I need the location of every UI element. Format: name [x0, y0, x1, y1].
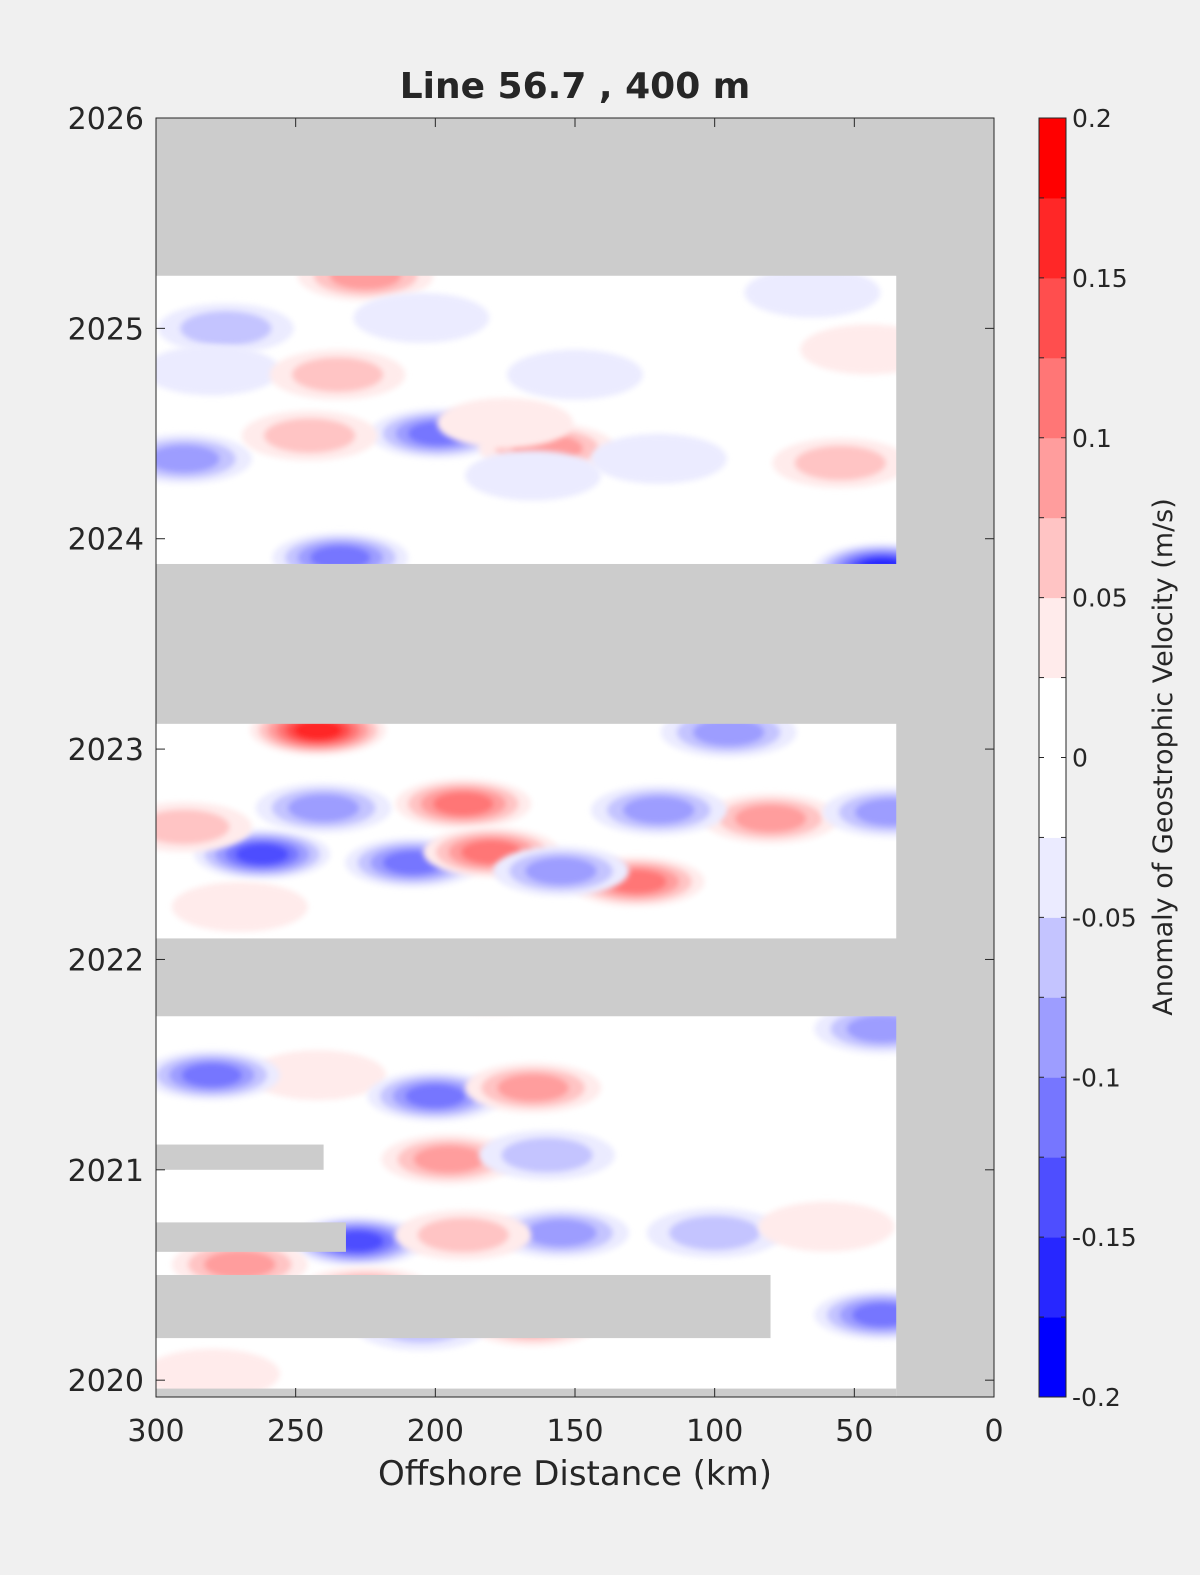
anomaly-blob [493, 1207, 630, 1258]
colorbar-segment [1039, 357, 1066, 439]
colorbar-segment [1039, 837, 1066, 918]
x-tick-label: 150 [546, 1414, 603, 1449]
colorbar-segment [1039, 997, 1066, 1078]
x-tick-label: 200 [407, 1414, 464, 1449]
colorbar-tick-label: -0.15 [1072, 1223, 1137, 1252]
missing-coastal-strip [896, 118, 994, 1397]
missing-band [156, 1274, 771, 1339]
colorbar-segment [1039, 757, 1066, 838]
colorbar-segment [1039, 1237, 1066, 1318]
anomaly-blob [156, 1348, 280, 1397]
x-tick-label: 100 [686, 1414, 743, 1449]
colorbar-segment [1039, 118, 1066, 199]
colorbar-segment [1039, 597, 1066, 679]
y-tick-label: 2023 [68, 733, 144, 768]
anomaly-blob [758, 1201, 895, 1252]
anomaly-blob [702, 793, 839, 844]
anomaly-blob [156, 345, 280, 396]
colorbar-segment [1039, 517, 1066, 599]
anomaly-blob [269, 349, 406, 400]
anomaly-blob [156, 1050, 280, 1101]
colorbar-tick-label: -0.1 [1072, 1063, 1121, 1092]
colorbar-segment [1039, 437, 1066, 519]
colorbar-tick-label: 0.05 [1072, 584, 1128, 613]
anomaly-blob [465, 450, 602, 501]
anomaly-blob [590, 433, 727, 484]
anomaly-blob [395, 1210, 532, 1261]
colorbar-segment [1039, 197, 1066, 279]
x-tick-label: 250 [267, 1414, 324, 1449]
missing-band [156, 118, 994, 276]
colorbar-segment [1039, 917, 1066, 998]
colorbar-segment [1039, 1157, 1066, 1238]
colorbar: 0.2 0.15 0.1 0.05 0 -0.05 -0.1 -0.15 -0.2 [1038, 104, 1137, 1412]
anomaly-blob [250, 1050, 387, 1101]
anomaly-blob [395, 778, 532, 829]
missing-data-mask [156, 118, 994, 1397]
colorbar-tick-label: 0.2 [1072, 104, 1112, 133]
anomaly-blob [156, 801, 252, 852]
anomaly-blob [507, 349, 643, 400]
colorbar-segment [1039, 1317, 1066, 1398]
anomaly-blob [646, 1207, 783, 1258]
missing-band [156, 938, 994, 1017]
anomaly-blob [367, 1071, 504, 1122]
anomaly-blob [590, 785, 727, 836]
y-tick-label: 2026 [68, 102, 144, 137]
missing-band [156, 1222, 346, 1252]
missing-band [156, 1388, 897, 1397]
anomaly-blob [353, 292, 490, 343]
x-tick-label: 50 [835, 1414, 873, 1449]
colorbar-tick-label: -0.05 [1072, 903, 1137, 932]
colorbar-tick-label: 0.15 [1072, 264, 1128, 293]
x-axis: 300 250 200 150 100 50 0 [127, 118, 1004, 1449]
anomaly-blob [465, 1062, 602, 1113]
x-axis-label: Offshore Distance (km) [378, 1454, 772, 1494]
chart-title: Line 56.7 , 400 m [400, 66, 751, 107]
anomaly-blob [744, 267, 881, 318]
anomaly-blob [241, 410, 378, 461]
colorbar-tick-label: 0.1 [1072, 424, 1112, 453]
y-tick-label: 2022 [68, 943, 144, 978]
colorbar-tick-label: 0 [1072, 744, 1088, 773]
anomaly-blob [479, 1130, 616, 1181]
y-axis: 2020 2021 2022 2023 2024 2025 2026 [68, 102, 994, 1399]
y-tick-label: 2021 [68, 1154, 144, 1189]
colorbar-label: Anomaly of Geostrophic Velocity (m/s) [1148, 498, 1179, 1016]
colorbar-tick-label: -0.2 [1072, 1383, 1121, 1412]
missing-band [156, 563, 994, 724]
anomaly-blob [437, 398, 574, 449]
x-tick-label: 300 [127, 1414, 184, 1449]
missing-band [156, 1144, 324, 1170]
anomaly-blob [255, 782, 392, 833]
anomaly-blob [156, 433, 252, 484]
colorbar-segment [1039, 677, 1066, 758]
anomaly-blob [171, 881, 308, 932]
x-tick-label: 0 [984, 1414, 1003, 1449]
y-tick-label: 2024 [68, 523, 144, 558]
colorbar-segment [1039, 1077, 1066, 1158]
y-tick-label: 2020 [68, 1364, 144, 1399]
y-tick-label: 2025 [68, 312, 144, 347]
plot-area [156, 118, 994, 1397]
anomaly-blob [157, 303, 294, 354]
plot-background [156, 118, 994, 1397]
anomaly-blob [493, 846, 630, 897]
anomaly-blob [772, 437, 909, 488]
colorbar-segment [1039, 277, 1066, 359]
